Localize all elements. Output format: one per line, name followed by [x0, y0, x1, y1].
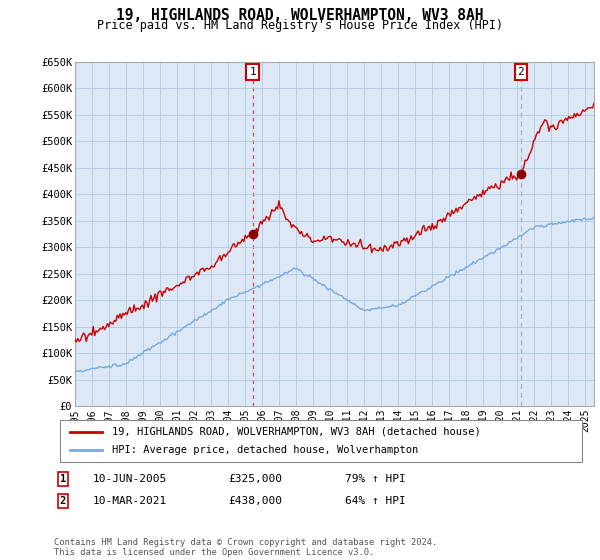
Text: Price paid vs. HM Land Registry's House Price Index (HPI): Price paid vs. HM Land Registry's House …	[97, 19, 503, 32]
Text: 79% ↑ HPI: 79% ↑ HPI	[345, 474, 406, 484]
FancyBboxPatch shape	[60, 420, 582, 462]
Text: 64% ↑ HPI: 64% ↑ HPI	[345, 496, 406, 506]
Text: Contains HM Land Registry data © Crown copyright and database right 2024.
This d: Contains HM Land Registry data © Crown c…	[54, 538, 437, 557]
Text: 1: 1	[60, 474, 66, 484]
Text: £438,000: £438,000	[228, 496, 282, 506]
Text: 2: 2	[517, 67, 524, 77]
Text: £325,000: £325,000	[228, 474, 282, 484]
Text: 10-JUN-2005: 10-JUN-2005	[93, 474, 167, 484]
Text: 2: 2	[60, 496, 66, 506]
Text: 19, HIGHLANDS ROAD, WOLVERHAMPTON, WV3 8AH (detached house): 19, HIGHLANDS ROAD, WOLVERHAMPTON, WV3 8…	[112, 427, 481, 437]
Text: HPI: Average price, detached house, Wolverhampton: HPI: Average price, detached house, Wolv…	[112, 445, 418, 455]
Text: 10-MAR-2021: 10-MAR-2021	[93, 496, 167, 506]
Text: 1: 1	[249, 67, 256, 77]
Text: 19, HIGHLANDS ROAD, WOLVERHAMPTON, WV3 8AH: 19, HIGHLANDS ROAD, WOLVERHAMPTON, WV3 8…	[116, 8, 484, 24]
